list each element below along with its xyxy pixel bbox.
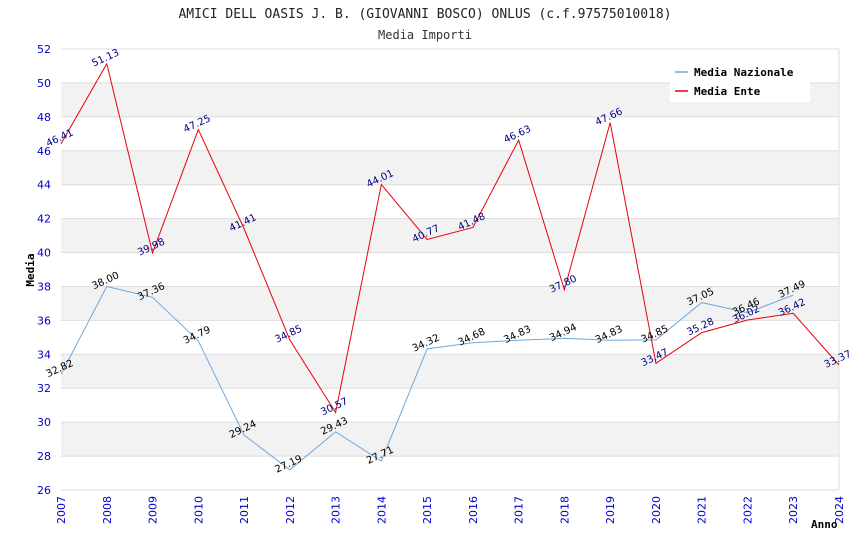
x-tick-label: 2013 bbox=[330, 496, 343, 524]
y-tick-label: 28 bbox=[37, 450, 51, 463]
grid-band bbox=[61, 286, 839, 321]
grid-band bbox=[61, 422, 839, 457]
y-axis-label: Media bbox=[24, 253, 37, 286]
data-label: 34.94 bbox=[548, 322, 579, 344]
y-tick-label: 34 bbox=[37, 348, 51, 361]
legend-label: Media Ente bbox=[694, 85, 761, 98]
x-axis-label: Anno bbox=[811, 518, 838, 531]
y-tick-label: 38 bbox=[37, 280, 51, 293]
grid-bands bbox=[61, 82, 839, 457]
data-label: 27.19 bbox=[273, 454, 304, 476]
x-tick-label: 2024 bbox=[833, 496, 846, 524]
x-tick-label: 2017 bbox=[513, 496, 526, 524]
grid-band bbox=[61, 150, 839, 185]
y-tick-label: 32 bbox=[37, 382, 51, 395]
x-tick-label: 2008 bbox=[101, 496, 114, 524]
y-tick-label: 40 bbox=[37, 247, 51, 260]
x-axis-ticks: 2007 2008 2009 2010 2011 2012 2013 2014 2015 2016… bbox=[55, 496, 846, 524]
data-label: 34.85 bbox=[273, 324, 304, 346]
chart-subtitle: Media Importi bbox=[378, 28, 472, 42]
chart-title: AMICI DELL OASIS J. B. (GIOVANNI BOSCO) … bbox=[178, 7, 671, 22]
x-tick-label: 2015 bbox=[421, 496, 434, 524]
legend-box bbox=[670, 60, 810, 102]
x-tick-label: 2014 bbox=[375, 496, 388, 524]
y-tick-label: 52 bbox=[37, 43, 51, 56]
chart-legend: Media Nazionale Media Ente bbox=[670, 60, 810, 102]
x-tick-label: 2023 bbox=[787, 496, 800, 524]
x-tick-label: 2007 bbox=[55, 496, 68, 524]
data-label: 34.85 bbox=[640, 324, 671, 346]
series-line bbox=[60, 285, 794, 471]
data-label: 34.83 bbox=[594, 324, 625, 346]
x-tick-label: 2019 bbox=[604, 496, 617, 524]
grid-band bbox=[61, 218, 839, 253]
y-tick-label: 44 bbox=[37, 179, 51, 192]
y-tick-label: 46 bbox=[37, 145, 51, 158]
data-label: 34.79 bbox=[182, 325, 213, 347]
data-label: 46.41 bbox=[45, 128, 76, 150]
y-tick-label: 30 bbox=[37, 416, 51, 429]
x-tick-label: 2022 bbox=[741, 496, 754, 524]
y-tick-label: 48 bbox=[37, 111, 51, 124]
x-tick-label: 2009 bbox=[147, 496, 160, 524]
data-label: 34.83 bbox=[502, 324, 533, 346]
x-tick-label: 2021 bbox=[696, 496, 709, 524]
y-tick-label: 42 bbox=[37, 213, 51, 226]
x-tick-label: 2020 bbox=[650, 496, 663, 524]
x-tick-label: 2012 bbox=[284, 496, 297, 524]
grid-lines bbox=[61, 48, 840, 491]
grid-band bbox=[61, 354, 839, 389]
x-tick-label: 2010 bbox=[192, 496, 205, 524]
data-label: 30.57 bbox=[319, 396, 350, 418]
y-axis-ticks: 26 28 30 32 34 36 38 40 42 44 46 48 50 52 bbox=[37, 43, 51, 497]
x-tick-label: 2018 bbox=[558, 496, 571, 524]
y-tick-label: 26 bbox=[37, 484, 51, 497]
y-tick-label: 50 bbox=[37, 77, 51, 90]
data-label: 34.68 bbox=[457, 326, 488, 348]
series-line bbox=[60, 62, 840, 414]
y-tick-label: 36 bbox=[37, 314, 51, 327]
x-tick-label: 2011 bbox=[238, 496, 251, 524]
legend-label: Media Nazionale bbox=[694, 66, 794, 79]
x-tick-label: 2016 bbox=[467, 496, 480, 524]
series-lines bbox=[60, 62, 840, 471]
